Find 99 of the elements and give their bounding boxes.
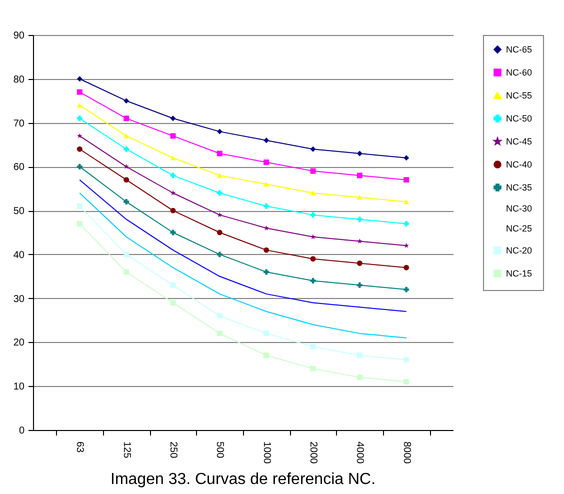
point: [216, 230, 222, 236]
point: [264, 269, 270, 275]
point: [76, 116, 82, 122]
point: [217, 212, 222, 218]
point: [356, 374, 362, 380]
point: [310, 146, 316, 152]
x-tick-label: 4000: [354, 442, 366, 464]
point: [216, 330, 222, 336]
legend-label: NC-55: [506, 90, 532, 100]
point: [170, 116, 176, 122]
legend-label: NC-35: [506, 182, 532, 192]
point: [264, 352, 270, 358]
legend-label: NC-65: [506, 44, 532, 54]
point: [216, 252, 222, 258]
legend-label: NC-50: [506, 114, 532, 124]
line-series: [79, 192, 407, 338]
point: [356, 172, 362, 178]
text: NC-30: [506, 204, 532, 214]
point: [76, 102, 82, 108]
x-tick-label: 2000: [308, 442, 318, 464]
point: [76, 89, 82, 95]
point: [170, 133, 176, 139]
point: [264, 138, 270, 144]
point: [124, 252, 130, 258]
text: Imagen 33. Curvas de referencia NC.: [110, 471, 376, 488]
point: [404, 242, 409, 248]
point: [77, 133, 82, 138]
point: [404, 378, 410, 384]
y-tick-label: 60: [13, 162, 25, 174]
legend-label: NC-20: [506, 246, 532, 256]
y-tick-label: 70: [13, 118, 25, 130]
point: [170, 156, 176, 160]
point: [264, 182, 270, 187]
point: [356, 216, 362, 222]
point: [170, 300, 176, 306]
x-tick-label: 8000: [400, 442, 412, 464]
point: [76, 164, 82, 170]
point: [404, 155, 410, 161]
y-tick-label: 10: [13, 382, 25, 393]
point: [76, 220, 82, 226]
point: [264, 247, 270, 253]
point: [356, 195, 362, 200]
point: [124, 98, 130, 104]
point: [264, 160, 270, 166]
point: [404, 357, 410, 363]
legend-label: NC-60: [506, 68, 532, 78]
point: [404, 264, 410, 270]
point: [310, 344, 316, 350]
y-tick-label: 90: [13, 30, 25, 42]
point: [310, 168, 316, 174]
point: [124, 116, 130, 122]
point: [264, 330, 270, 336]
point: [356, 282, 362, 288]
point: [170, 282, 176, 288]
y-tick-label: 20: [13, 338, 25, 349]
point: [124, 134, 130, 138]
legend-label: NC-40: [506, 160, 532, 170]
x-tick-label: 250: [168, 442, 178, 459]
y-tick-label: 30: [13, 294, 25, 305]
point: [124, 269, 130, 275]
legend-label: NC-15: [506, 268, 532, 278]
point: [170, 208, 176, 214]
point: [216, 128, 222, 134]
point: [404, 220, 410, 226]
legend-label: NC-45: [506, 136, 532, 146]
point: [356, 352, 362, 358]
x-tick-label: 125: [120, 442, 132, 459]
point: [124, 199, 130, 205]
point: [216, 190, 222, 196]
text: NC-25: [506, 224, 532, 234]
point: [404, 177, 410, 183]
point: [216, 173, 222, 178]
point: [216, 313, 222, 319]
y-tick-label: 0: [18, 426, 25, 436]
y-tick-label: 50: [13, 206, 25, 218]
point: [124, 177, 130, 183]
point: [310, 190, 316, 196]
point: [216, 150, 222, 156]
point: [76, 76, 82, 82]
point: [404, 286, 410, 292]
line-series: [79, 179, 407, 312]
y-tick-label: 40: [13, 250, 25, 261]
point: [310, 278, 316, 284]
x-tick-label: 63: [74, 442, 86, 454]
point: [310, 256, 316, 262]
point: [170, 190, 176, 196]
point: [310, 366, 316, 372]
x-tick-label: 1000: [260, 442, 272, 464]
point: [76, 146, 82, 152]
point: [76, 203, 82, 209]
point: [124, 146, 130, 152]
point: [356, 260, 362, 266]
x-tick-label: 500: [214, 442, 226, 459]
point: [124, 164, 129, 169]
point: [357, 238, 362, 244]
point: [264, 203, 270, 209]
point: [404, 199, 410, 204]
y-tick-label: 80: [13, 74, 25, 86]
point: [356, 150, 362, 156]
